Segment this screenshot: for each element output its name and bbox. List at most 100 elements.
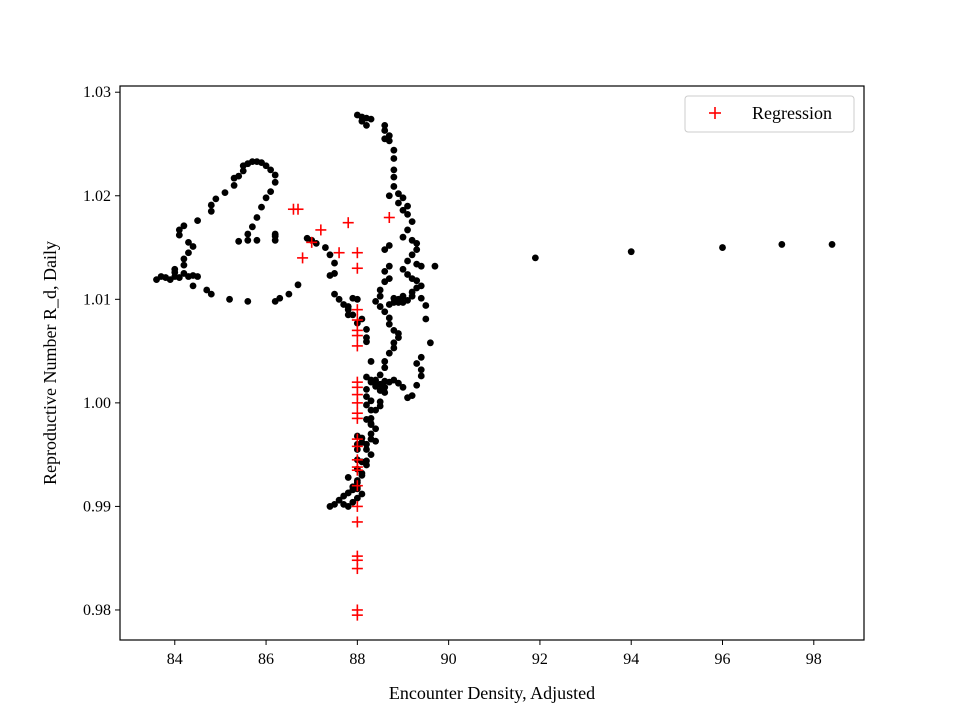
data-point [353, 295, 361, 303]
data-point [349, 498, 357, 506]
data-point [207, 207, 215, 215]
data-point [408, 292, 416, 300]
data-point [426, 339, 434, 347]
data-point [363, 461, 370, 469]
data-point [399, 383, 407, 391]
data-point [344, 503, 352, 510]
data-point [376, 303, 384, 310]
data-point [385, 137, 393, 145]
regression-point [351, 330, 363, 342]
data-point [344, 474, 352, 481]
y-tick-label: 0.99 [83, 498, 111, 515]
data-point [349, 311, 357, 319]
data-point [363, 393, 370, 401]
data-point [363, 386, 370, 393]
regression-point [351, 464, 363, 476]
data-point [376, 286, 384, 294]
regression-series-points [287, 203, 395, 621]
data-point [180, 222, 188, 230]
data-point [390, 146, 398, 154]
data-point [171, 268, 179, 276]
regression-point [315, 224, 327, 236]
regression-point [351, 500, 363, 512]
data-point [413, 284, 421, 292]
data-point [413, 381, 421, 389]
data-point [285, 290, 293, 298]
data-point [358, 315, 366, 323]
regression-point [351, 412, 363, 424]
data-point [531, 254, 539, 262]
data-point [335, 295, 343, 303]
data-point [244, 230, 252, 238]
data-point [367, 115, 375, 123]
regression-point [297, 252, 309, 264]
data-point [189, 282, 197, 290]
regression-point [351, 609, 363, 621]
data-point [267, 188, 275, 196]
data-point [413, 360, 421, 367]
data-point [367, 397, 375, 405]
data-point [271, 171, 279, 179]
regression-point [351, 262, 363, 274]
data-point [395, 379, 402, 387]
data-point [244, 236, 252, 244]
data-point [358, 117, 366, 125]
data-point [417, 353, 425, 361]
data-point [404, 271, 411, 278]
data-point [408, 392, 416, 400]
data-point [381, 246, 389, 254]
regression-point [351, 314, 363, 326]
data-point [340, 492, 348, 500]
data-point [353, 494, 361, 502]
data-point [376, 380, 384, 388]
data-point [367, 451, 375, 459]
regression-point [351, 563, 363, 575]
data-point [381, 308, 389, 316]
data-point [175, 274, 183, 281]
data-point [395, 190, 402, 198]
data-point [326, 272, 334, 279]
data-point [363, 401, 370, 409]
data-point [381, 389, 389, 396]
data-point [312, 239, 320, 247]
data-point [399, 194, 407, 202]
data-point [627, 248, 635, 256]
data-point [381, 278, 389, 286]
data-point [381, 127, 389, 134]
data-point [175, 231, 183, 239]
data-point [390, 339, 398, 347]
data-point [344, 303, 352, 310]
data-point [363, 325, 370, 333]
data-point [244, 297, 252, 305]
data-point [390, 173, 398, 181]
x-tick-label: 84 [167, 651, 183, 668]
data-point [349, 483, 357, 491]
regression-point [306, 236, 318, 248]
data-point [399, 233, 407, 241]
data-point [367, 420, 375, 427]
data-point [180, 261, 188, 269]
x-tick-label: 96 [715, 651, 731, 668]
black-series-points [153, 111, 836, 510]
regression-point [351, 480, 363, 492]
regression-point [351, 440, 363, 452]
data-point [408, 251, 416, 259]
legend-box [684, 95, 855, 133]
data-point [376, 402, 384, 410]
x-tick-label: 88 [349, 651, 365, 668]
data-point [321, 244, 329, 251]
data-point [778, 241, 786, 248]
data-point [381, 364, 389, 372]
data-point [372, 406, 380, 414]
data-point [417, 262, 425, 270]
data-point [372, 437, 380, 445]
data-point [417, 366, 425, 374]
data-point [235, 237, 243, 245]
data-point [404, 211, 411, 218]
y-axis-ticks: 0.98 0.99 1.00 1.01 1.02 1.03 [83, 84, 120, 619]
data-point [404, 296, 411, 304]
data-point [381, 358, 389, 365]
data-point [363, 121, 370, 129]
data-point [719, 244, 726, 251]
x-tick-label: 98 [806, 651, 822, 668]
